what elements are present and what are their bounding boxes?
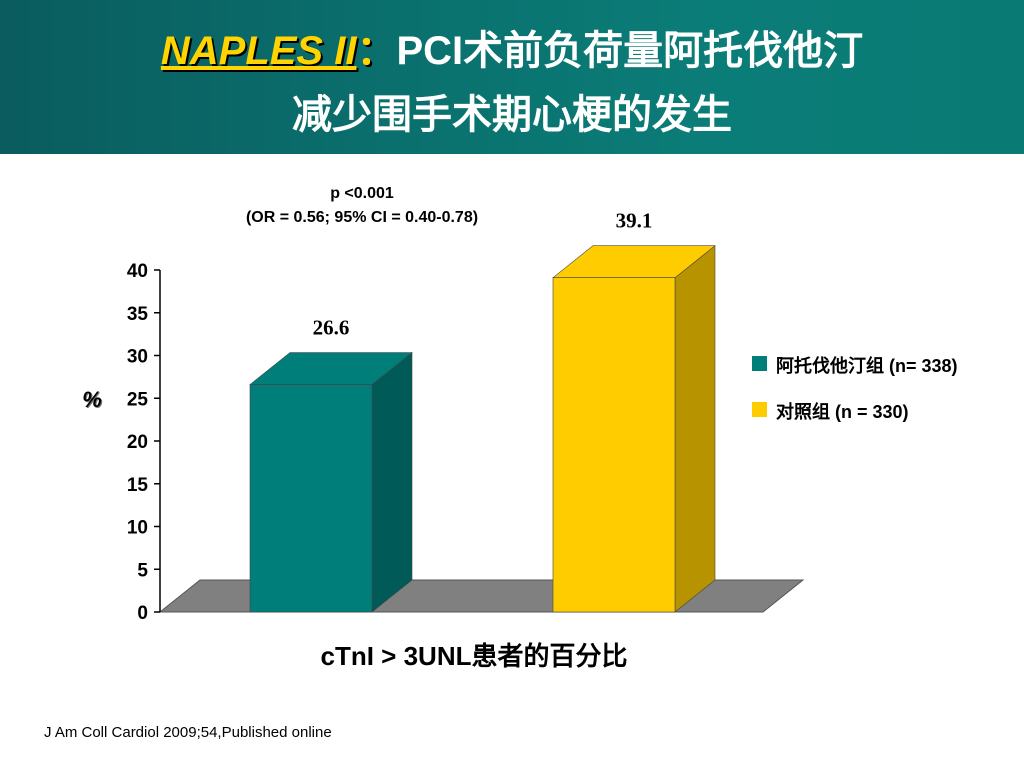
legend-swatch-control [752, 402, 767, 417]
bar-front-face [552, 277, 676, 613]
bar-front-face [249, 384, 373, 613]
y-tick-label: 20 [127, 432, 148, 453]
y-tick-label: 25 [127, 389, 149, 410]
bar-value-label: 26.6 [313, 316, 350, 340]
legend-swatch-atorvastatin [752, 356, 767, 371]
y-tick-label: 0 [137, 603, 148, 624]
y-axis-label: % [82, 387, 102, 412]
slide-title-line-2: 减少围手术期心梗的发生 [292, 93, 732, 137]
slide-title-line-1: NAPLES II：PCI术前负荷量阿托伐他汀 [0, 18, 1024, 76]
title-text: PCI术前负荷量阿托伐他汀 [396, 29, 864, 73]
bars-layer [249, 245, 716, 613]
bar-side-face [674, 245, 716, 613]
title-banner: NAPLES II：PCI术前负荷量阿托伐他汀 减少围手术期心梗的发生 [0, 0, 1024, 154]
y-tick-label: 15 [127, 475, 149, 496]
odds-ratio-annotation: (OR = 0.56; 95% CI = 0.40-0.78) [246, 209, 478, 226]
p-value-annotation: p <0.001 [330, 185, 394, 202]
citation: J Am Coll Cardiol 2009;54,Published onli… [44, 724, 332, 741]
y-tick-label: 30 [127, 347, 148, 368]
bar-atorvastatin [249, 351, 413, 613]
legend-label-atorvastatin: 阿托伐他汀组 (n= 338) [776, 356, 958, 376]
y-tick-label: 40 [127, 261, 148, 282]
y-tick-label: 10 [127, 518, 148, 539]
bar-side-face [371, 351, 413, 613]
x-axis-label: cTnI > 3UNL患者的百分比 [321, 641, 628, 671]
y-tick-label: 35 [127, 304, 149, 325]
trial-name: NAPLES II [160, 29, 357, 73]
y-axis: 0 5 10 15 20 25 30 35 40 [127, 261, 161, 624]
labels-layer: p <0.001 (OR = 0.56; 95% CI = 0.40-0.78)… [82, 185, 652, 671]
bar-value-label: 39.1 [616, 209, 653, 233]
y-tick-label: 5 [137, 560, 148, 581]
bar-control [552, 245, 716, 613]
legend-label-control: 对照组 (n = 330) [776, 402, 909, 422]
title-colon: ： [356, 29, 397, 73]
